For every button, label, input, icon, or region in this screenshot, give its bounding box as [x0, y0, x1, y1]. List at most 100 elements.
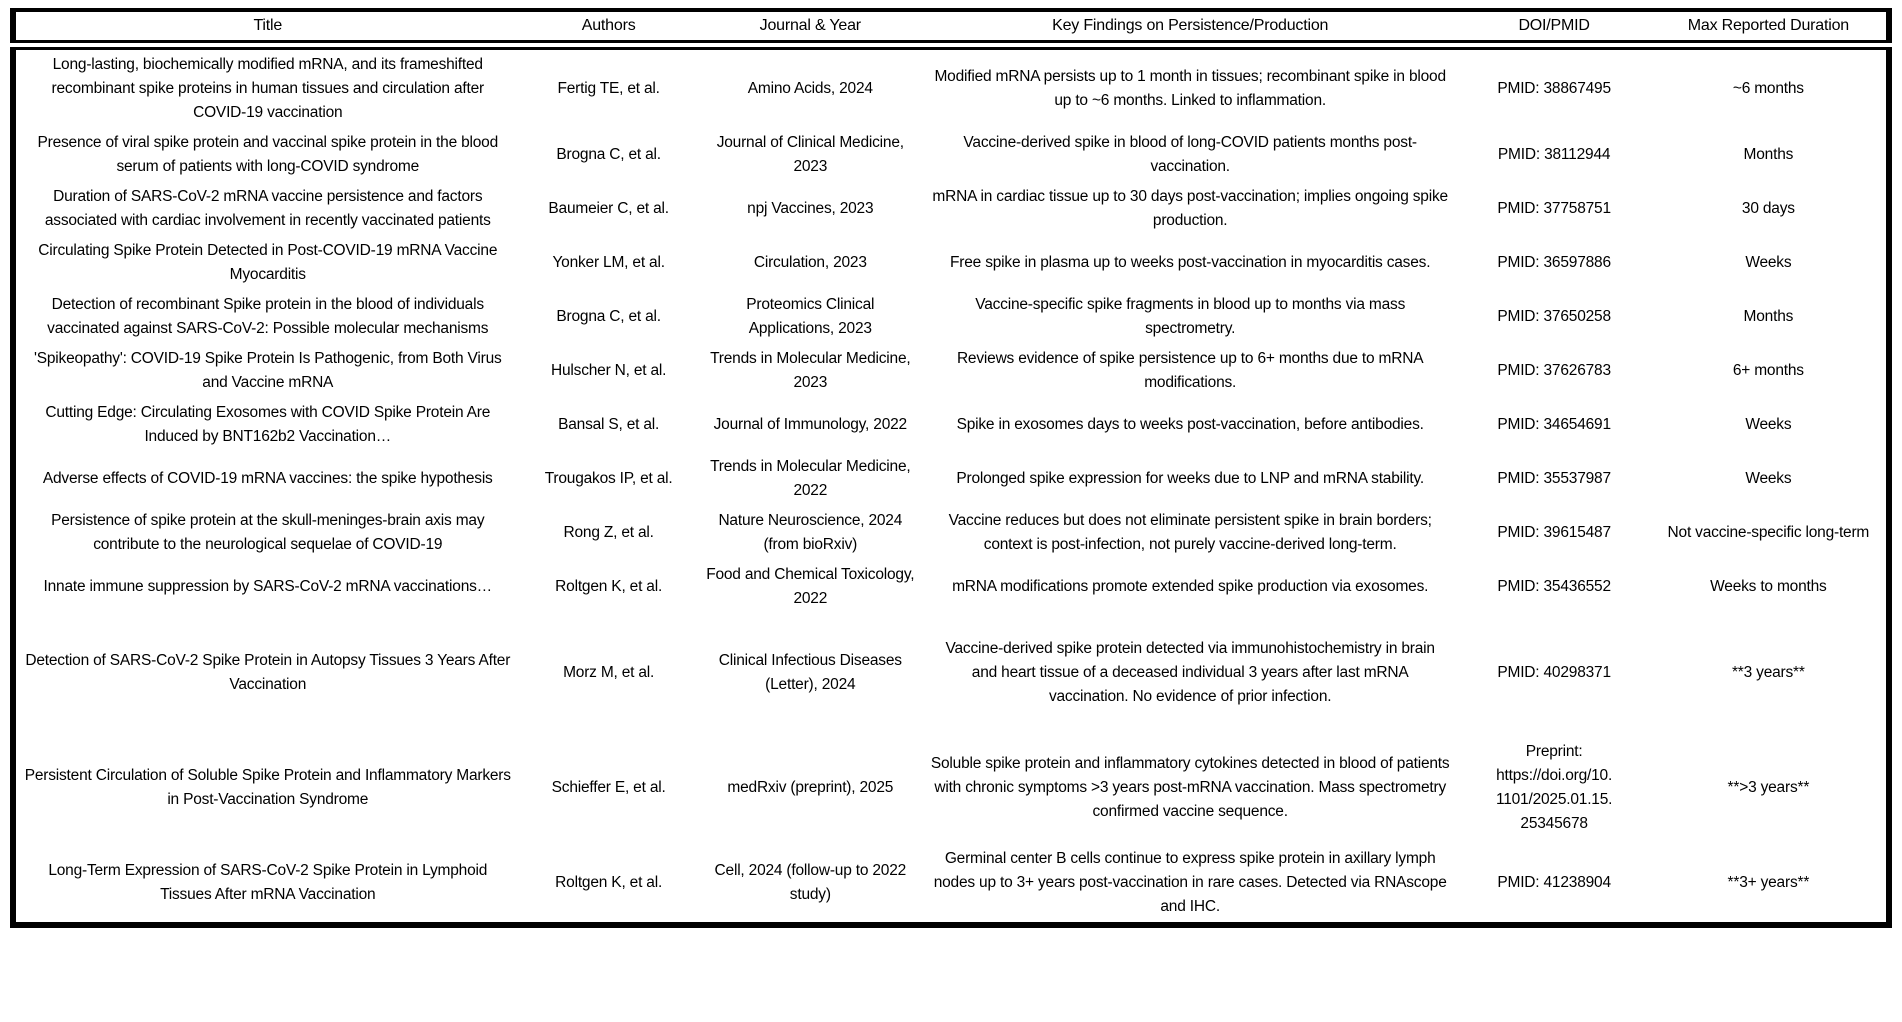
duration-cell: 6+ months — [1732, 362, 1804, 380]
title-cell: Long-lasting, biochemically modified mRN… — [51, 56, 485, 122]
journal-cell: Cell, 2024 (follow-up to 2022 study) — [714, 862, 907, 904]
findings-cell: Free spike in plasma up to weeks post-va… — [950, 254, 1431, 272]
journal-cell: Nature Neuroscience, 2024 (from bioRxiv) — [718, 512, 903, 554]
authors-cell: Morz M, et al. — [563, 664, 655, 682]
authors-cell: Roltgen K, et al. — [555, 874, 663, 892]
table-row: Circulating Spike Protein Detected in Po… — [13, 236, 1889, 290]
duration-cell: Months — [1743, 146, 1794, 164]
doi-cell: PMID: 37758751 — [1497, 200, 1611, 218]
title-cell: Long-Term Expression of SARS-CoV-2 Spike… — [48, 862, 488, 904]
literature-summary-table: Title Authors Journal & Year Key Finding… — [10, 8, 1892, 929]
doi-cell: PMID: 40298371 — [1497, 664, 1611, 682]
journal-cell: Circulation, 2023 — [753, 254, 867, 272]
findings-cell: Modified mRNA persists up to 1 month in … — [934, 68, 1446, 110]
header-row: Title Authors Journal & Year Key Finding… — [13, 10, 1889, 50]
journal-cell: medRxiv (preprint), 2025 — [727, 779, 894, 797]
journal-cell: Food and Chemical Toxicology, 2022 — [706, 566, 915, 608]
table-row: Presence of viral spike protein and vacc… — [13, 128, 1889, 182]
authors-cell: Rong Z, et al. — [563, 524, 654, 542]
findings-cell: Vaccine reduces but does not eliminate p… — [948, 512, 1432, 554]
doi-cell: PMID: 37650258 — [1497, 308, 1611, 326]
title-cell: Presence of viral spike protein and vacc… — [37, 134, 499, 176]
journal-cell: Journal of Immunology, 2022 — [713, 416, 908, 434]
duration-cell: **3+ years** — [1727, 874, 1810, 892]
doi-cell: PMID: 36597886 — [1497, 254, 1611, 272]
column-header-doi: DOI/PMID — [1457, 10, 1651, 50]
findings-cell: Prolonged spike expression for weeks due… — [956, 470, 1424, 488]
journal-cell: npj Vaccines, 2023 — [747, 200, 874, 218]
column-header-findings: Key Findings on Persistence/Production — [922, 10, 1458, 50]
doi-cell: PMID: 38867495 — [1497, 80, 1611, 98]
authors-cell: Brogna C, et al. — [556, 146, 661, 164]
title-cell: 'Spikeopathy': COVID-19 Spike Protein Is… — [33, 350, 502, 392]
title-cell: Duration of SARS-CoV-2 mRNA vaccine pers… — [44, 188, 491, 230]
authors-cell: Schieffer E, et al. — [551, 779, 666, 797]
authors-cell: Hulscher N, et al. — [550, 362, 667, 380]
table-row: Adverse effects of COVID-19 mRNA vaccine… — [13, 452, 1889, 506]
journal-cell: Proteomics Clinical Applications, 2023 — [746, 296, 875, 338]
duration-cell: Weeks — [1745, 470, 1792, 488]
duration-cell: 30 days — [1741, 200, 1795, 218]
title-cell: Adverse effects of COVID-19 mRNA vaccine… — [42, 470, 493, 488]
table-row: Innate immune suppression by SARS-CoV-2 … — [13, 560, 1889, 614]
findings-cell: Spike in exosomes days to weeks post-vac… — [956, 416, 1424, 434]
journal-cell: Trends in Molecular Medicine, 2023 — [710, 350, 911, 392]
title-cell: Innate immune suppression by SARS-CoV-2 … — [43, 578, 493, 596]
duration-cell: Not vaccine-specific long-term — [1667, 524, 1870, 542]
title-cell: Detection of recombinant Spike protein i… — [47, 296, 489, 338]
table-row: Persistent Circulation of Soluble Spike … — [13, 732, 1889, 844]
authors-cell: Fertig TE, et al. — [557, 80, 660, 98]
findings-cell: mRNA in cardiac tissue up to 30 days pos… — [932, 188, 1448, 230]
findings-cell: Reviews evidence of spike persistence up… — [956, 350, 1424, 392]
duration-cell: Months — [1743, 308, 1794, 326]
authors-cell: Trougakos IP, et al. — [544, 470, 673, 488]
title-cell: Detection of SARS-CoV-2 Spike Protein in… — [25, 652, 511, 694]
doi-cell: PMID: 38112944 — [1497, 146, 1611, 164]
table-row: 'Spikeopathy': COVID-19 Spike Protein Is… — [13, 344, 1889, 398]
table-header: Title Authors Journal & Year Key Finding… — [13, 10, 1889, 50]
findings-cell: Vaccine-derived spike in blood of long-C… — [963, 134, 1417, 176]
authors-cell: Yonker LM, et al. — [552, 254, 665, 272]
table-row: Cutting Edge: Circulating Exosomes with … — [13, 398, 1889, 452]
table-row: Detection of SARS-CoV-2 Spike Protein in… — [13, 614, 1889, 732]
table-row: Persistence of spike protein at the skul… — [13, 506, 1889, 560]
findings-cell: Vaccine-derived spike protein detected v… — [945, 640, 1436, 706]
findings-cell: Soluble spike protein and inflammatory c… — [930, 755, 1450, 821]
duration-cell: **>3 years** — [1727, 779, 1810, 797]
duration-cell: Weeks — [1745, 416, 1792, 434]
doi-cell: PMID: 35537987 — [1497, 470, 1611, 488]
doi-cell: PMID: 35436552 — [1497, 578, 1611, 596]
authors-cell: Roltgen K, et al. — [555, 578, 663, 596]
title-cell: Cutting Edge: Circulating Exosomes with … — [45, 404, 491, 446]
table-row: Long-lasting, biochemically modified mRN… — [13, 45, 1889, 128]
findings-cell: Germinal center B cells continue to expr… — [933, 850, 1447, 916]
doi-cell: PMID: 39615487 — [1497, 524, 1611, 542]
journal-cell: Clinical Infectious Diseases (Letter), 2… — [718, 652, 902, 694]
column-header-title: Title — [13, 10, 520, 50]
duration-cell: Weeks — [1745, 254, 1792, 272]
table-row: Detection of recombinant Spike protein i… — [13, 290, 1889, 344]
title-cell: Persistent Circulation of Soluble Spike … — [24, 767, 511, 809]
findings-cell: Vaccine-specific spike fragments in bloo… — [975, 296, 1406, 338]
column-header-authors: Authors — [519, 10, 698, 50]
table-row: Duration of SARS-CoV-2 mRNA vaccine pers… — [13, 182, 1889, 236]
doi-cell: PMID: 37626783 — [1497, 362, 1611, 380]
column-header-duration: Max Reported Duration — [1650, 10, 1889, 50]
duration-cell: Weeks to months — [1710, 578, 1827, 596]
authors-cell: Brogna C, et al. — [556, 308, 661, 326]
doi-cell: PMID: 34654691 — [1497, 416, 1611, 434]
journal-cell: Amino Acids, 2024 — [747, 80, 873, 98]
findings-cell: mRNA modifications promote extended spik… — [952, 578, 1429, 596]
duration-cell: **3 years** — [1731, 664, 1805, 682]
table-row: Long-Term Expression of SARS-CoV-2 Spike… — [13, 844, 1889, 925]
authors-cell: Baumeier C, et al. — [548, 200, 669, 218]
doi-cell: PMID: 41238904 — [1497, 874, 1611, 892]
table-body: Long-lasting, biochemically modified mRN… — [13, 45, 1889, 925]
journal-cell: Journal of Clinical Medicine, 2023 — [716, 134, 904, 176]
title-cell: Persistence of spike protein at the skul… — [51, 512, 485, 554]
authors-cell: Bansal S, et al. — [558, 416, 660, 434]
column-header-journal: Journal & Year — [697, 10, 923, 50]
journal-cell: Trends in Molecular Medicine, 2022 — [710, 458, 911, 500]
duration-cell: ~6 months — [1732, 80, 1804, 98]
